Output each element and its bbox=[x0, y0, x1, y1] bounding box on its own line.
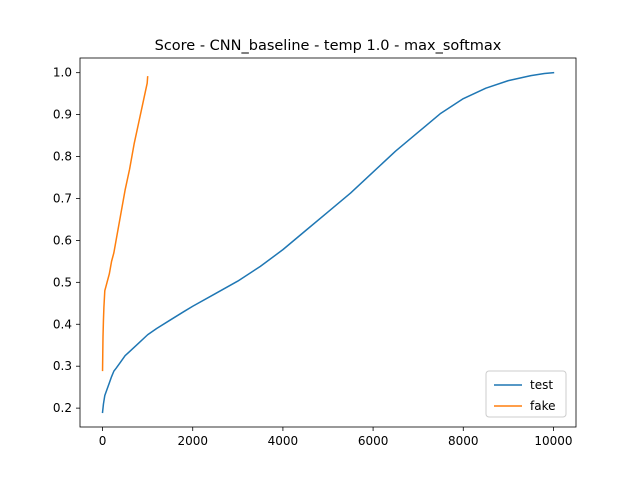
y-tick-label: 1.0 bbox=[53, 66, 72, 80]
legend-label-test: test bbox=[530, 378, 553, 392]
axes-layer: 0 2000 4000 6000 8000 10000 0.2 0.3 0.4 0.5 0.6 0.7… bbox=[53, 57, 577, 448]
y-tick-label: 0.7 bbox=[53, 191, 72, 205]
y-tick-label: 0.9 bbox=[53, 108, 72, 122]
plot-frame bbox=[79, 57, 577, 428]
series-line-test bbox=[101, 71, 555, 414]
y-tick-label: 0.6 bbox=[53, 233, 72, 247]
legend: test fake bbox=[485, 370, 567, 418]
y-tick-label: 0.4 bbox=[53, 317, 72, 331]
legend-label-fake: fake bbox=[530, 399, 555, 413]
x-tick-label: 10000 bbox=[534, 434, 572, 448]
y-tick-label: 0.2 bbox=[53, 401, 72, 415]
y-tick-label: 0.8 bbox=[53, 150, 72, 164]
series-layer bbox=[101, 71, 555, 414]
x-tick-label: 8000 bbox=[448, 434, 479, 448]
series-line-fake bbox=[101, 76, 149, 372]
chart-title: Score - CNN_baseline - temp 1.0 - max_so… bbox=[155, 38, 502, 54]
x-tick-label: 0 bbox=[99, 434, 107, 448]
x-tick-label: 4000 bbox=[268, 434, 299, 448]
x-tick-label: 2000 bbox=[177, 434, 208, 448]
y-tick-label: 0.3 bbox=[53, 359, 72, 373]
x-tick-label: 6000 bbox=[358, 434, 389, 448]
y-tick-label: 0.5 bbox=[53, 275, 72, 289]
